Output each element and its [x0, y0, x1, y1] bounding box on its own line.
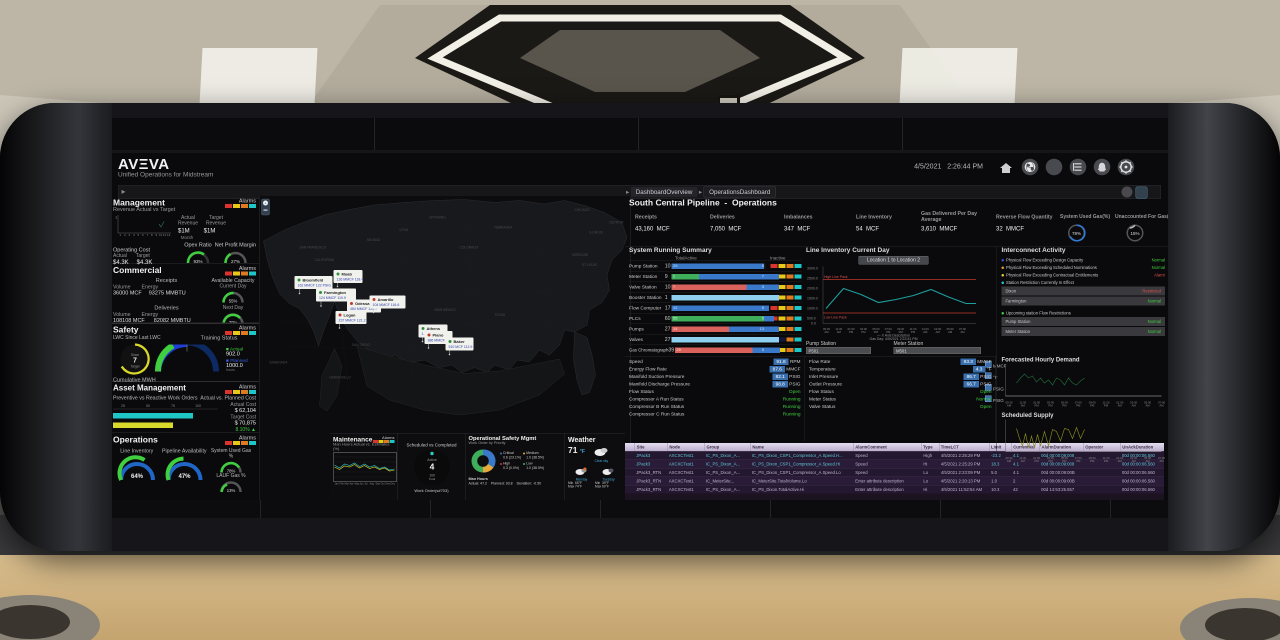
svg-text:237 MMCF 121.2: 237 MMCF 121.2 [339, 319, 366, 323]
svg-text:2: 2 [124, 233, 126, 237]
svg-text:High Line Pack: High Line Pack [824, 275, 848, 279]
svg-text:5: 5 [138, 233, 140, 237]
svg-text:3: 3 [129, 233, 131, 237]
svg-text:Aug: Aug [370, 483, 375, 486]
svg-text:WYOMING: WYOMING [430, 216, 447, 220]
svg-text:Since: Since [131, 353, 139, 357]
svg-text:1: 1 [115, 215, 118, 220]
svg-text:ENSENADA: ENSENADA [270, 361, 289, 365]
svg-text:78%: 78% [1072, 231, 1081, 236]
svg-text:100: 100 [195, 404, 201, 408]
svg-text:HERMOSILLO: HERMOSILLO [330, 376, 352, 380]
svg-text:Logan: Logan [344, 313, 357, 318]
svg-text:3000.0: 3000.0 [807, 267, 818, 271]
svg-text:COLORADO: COLORADO [460, 246, 479, 250]
svg-text:Bloomfield: Bloomfield [303, 278, 324, 283]
svg-text:7: 7 [133, 358, 137, 365]
svg-text:Amarillo: Amarillo [378, 297, 395, 302]
svg-text:124 MMCF 119.9: 124 MMCF 119.9 [319, 296, 346, 300]
svg-text:126 MMCF 118.4: 126 MMCF 118.4 [337, 278, 364, 282]
svg-text:CALIFORNIA: CALIFORNIA [315, 258, 335, 262]
svg-text:TEXAS: TEXAS [495, 313, 506, 317]
svg-text:1000.0: 1000.0 [807, 307, 818, 311]
svg-text:ILLINOIS: ILLINOIS [590, 231, 604, 235]
svg-text:0.0: 0.0 [811, 322, 816, 326]
svg-text:Oct: Oct [381, 483, 385, 486]
svg-text:Odessa: Odessa [355, 301, 370, 306]
svg-text:162 MMCF 122 PSIG: 162 MMCF 122 PSIG [298, 284, 332, 288]
svg-text:Low Line Pack: Low Line Pack [824, 316, 847, 320]
svg-text:DETROIT: DETROIT [610, 221, 624, 225]
svg-text:Athens: Athens [427, 326, 441, 331]
svg-text:SAN DIEGO: SAN DIEGO [352, 343, 371, 347]
svg-text:2500.0: 2500.0 [807, 277, 818, 281]
svg-text:104 MMCF 116.6: 104 MMCF 116.6 [373, 303, 400, 307]
svg-text:8: 8 [151, 233, 153, 237]
svg-text:NEW MEXICO: NEW MEXICO [435, 308, 457, 312]
svg-text:Baker: Baker [454, 339, 466, 344]
svg-text:Mar: Mar [345, 483, 349, 486]
svg-text:Jun: Jun [360, 483, 365, 486]
svg-text:510 MCF 112.9: 510 MCF 112.9 [449, 345, 473, 349]
svg-text:4: 4 [430, 462, 435, 472]
svg-text:12: 12 [167, 233, 171, 237]
svg-text:Target: Target [130, 365, 139, 369]
svg-text:ST LOUIS: ST LOUIS [582, 263, 598, 267]
svg-text:55%: 55% [229, 299, 238, 304]
svg-text:50: 50 [146, 404, 150, 408]
svg-text:4: 4 [133, 233, 135, 237]
svg-text:7: 7 [147, 233, 149, 237]
svg-text:15%: 15% [1130, 231, 1139, 236]
svg-text:64%: 64% [131, 474, 144, 480]
svg-text:Dec: Dec [391, 483, 396, 486]
svg-text:11: 11 [163, 233, 166, 237]
svg-text:1: 1 [120, 233, 122, 237]
svg-text:6: 6 [142, 233, 144, 237]
svg-text:Plano: Plano [433, 333, 444, 338]
svg-text:NEBRASKA: NEBRASKA [495, 226, 514, 230]
svg-text:47%: 47% [178, 474, 191, 480]
svg-text:UTAH: UTAH [400, 228, 409, 232]
svg-text:2000.0: 2000.0 [807, 287, 818, 291]
svg-text:500.0: 500.0 [807, 317, 816, 321]
svg-text:0: 0 [157, 369, 159, 373]
svg-text:CHICAGO: CHICAGO [575, 208, 591, 212]
svg-text:+: + [264, 202, 266, 206]
svg-text:MISSOURI: MISSOURI [572, 253, 588, 257]
svg-text:9: 9 [156, 233, 158, 237]
svg-text:SAN FRANCISCO: SAN FRANCISCO [300, 246, 327, 250]
svg-text:Farmington: Farmington [324, 290, 347, 295]
svg-text:Total: Total [429, 477, 436, 481]
svg-text:Jul: Jul [365, 483, 369, 486]
svg-text:75: 75 [171, 404, 175, 408]
svg-text:Jan: Jan [335, 483, 340, 486]
svg-text:NEVADA: NEVADA [367, 238, 381, 242]
svg-text:Moab: Moab [342, 272, 353, 277]
svg-text:13%: 13% [227, 488, 236, 493]
svg-text:1500.0: 1500.0 [807, 297, 818, 301]
svg-text:Apr: Apr [350, 483, 354, 486]
svg-text:25: 25 [121, 404, 125, 408]
